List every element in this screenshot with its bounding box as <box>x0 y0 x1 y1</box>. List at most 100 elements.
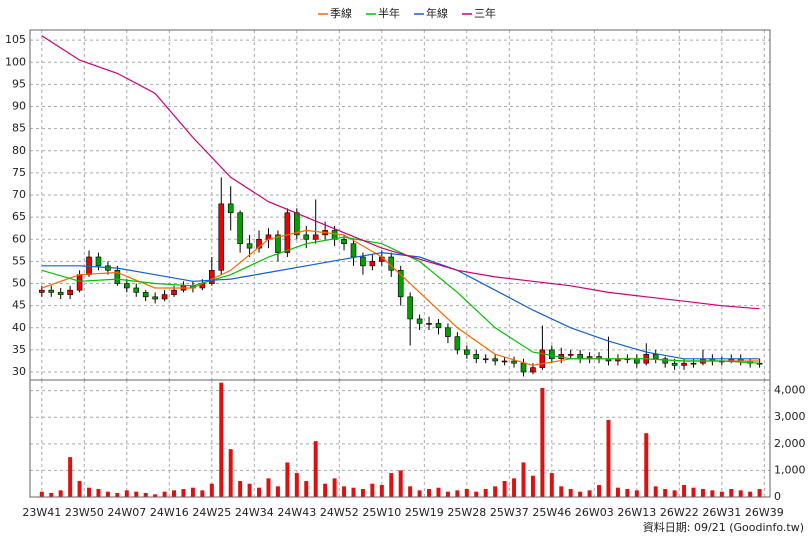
candle-body <box>67 289 73 295</box>
candle-body <box>416 318 423 324</box>
candle-body <box>133 287 140 293</box>
volume-bar <box>672 490 677 497</box>
volume-bar <box>493 486 498 497</box>
y-tick-label: 45 <box>12 299 26 312</box>
candle-body <box>539 349 546 368</box>
volume-bar <box>134 491 139 497</box>
candle-body <box>454 336 461 351</box>
legend-label: 三年 <box>474 6 496 20</box>
candle-body <box>662 358 668 364</box>
candle-body <box>256 238 262 249</box>
candle-body <box>473 354 480 360</box>
candle-body <box>312 234 319 240</box>
volume-bar <box>483 489 488 497</box>
y-tick-label: 80 <box>12 144 26 157</box>
legend-label: 年線 <box>426 6 448 20</box>
moving-average-line <box>41 35 760 310</box>
volume-bar <box>455 490 460 497</box>
volume-bar <box>559 486 564 497</box>
volume-bar <box>342 486 347 497</box>
volume-bar <box>209 483 214 497</box>
volume-bar <box>228 449 233 497</box>
y-tick-label: 90 <box>12 100 26 113</box>
volume-bar <box>398 470 403 497</box>
candle-body <box>426 323 432 325</box>
volume-bar <box>644 433 649 497</box>
candle-body <box>76 274 83 291</box>
x-tick-label: 25W37 <box>490 506 529 519</box>
volume-bar <box>379 485 384 497</box>
volume-bar <box>408 486 413 497</box>
candle-body <box>350 243 357 258</box>
candle-body <box>530 367 536 373</box>
x-tick-label: 26W31 <box>702 506 741 519</box>
x-tick-label: 23W50 <box>65 506 104 519</box>
candle-body <box>124 283 130 289</box>
volume-bar <box>68 457 73 497</box>
volume-bar <box>190 487 195 497</box>
x-tick-label: 26W22 <box>660 506 699 519</box>
x-tick-label: 24W34 <box>235 506 274 519</box>
volume-bar <box>549 473 554 497</box>
candle-body <box>549 349 555 360</box>
volume-bar <box>502 481 507 497</box>
x-tick-label: 26W39 <box>745 506 784 519</box>
candle-body <box>634 358 640 364</box>
moving-average-line <box>41 236 760 364</box>
volume-bar <box>124 490 129 497</box>
y-tick-label: 55 <box>12 254 26 267</box>
y-tick-label: 100 <box>5 55 26 68</box>
volume-bar <box>257 487 262 497</box>
moving-average-line <box>41 251 760 360</box>
y-tick-label: 3,000 <box>774 410 806 423</box>
footer: 資料日期: 09/21 (Goodinfo.tw) <box>643 520 804 534</box>
y-tick-label: 105 <box>5 33 26 46</box>
volume-bar <box>351 487 356 497</box>
volume-bar <box>719 491 724 497</box>
candle-body <box>464 349 470 355</box>
y-tick-label: 50 <box>12 277 26 290</box>
candle-body <box>95 256 102 267</box>
y-tick-label: 70 <box>12 188 26 201</box>
volume-bar <box>105 491 110 497</box>
x-tick-label: 24W43 <box>277 506 316 519</box>
candle-body <box>652 354 659 360</box>
volume-bar <box>275 486 280 497</box>
volume-bar <box>738 490 743 497</box>
candle-body <box>445 327 451 337</box>
candle-body <box>681 362 687 366</box>
candle-body <box>152 296 158 300</box>
candle-body <box>341 238 347 245</box>
volume-bar <box>587 490 592 497</box>
volume-bar <box>464 489 469 497</box>
candle-body <box>142 292 149 298</box>
candle-body <box>482 358 489 361</box>
volume-bar <box>512 478 517 497</box>
volume-bar <box>162 491 167 497</box>
y-tick-label: 40 <box>12 321 26 334</box>
volume-bar <box>304 481 309 497</box>
volume-bar <box>370 483 375 497</box>
x-tick-label: 24W52 <box>320 506 359 519</box>
x-tick-label: 24W16 <box>150 506 189 519</box>
volume-bar <box>427 489 432 497</box>
candle-body <box>435 323 442 329</box>
volume-bar <box>625 489 630 497</box>
y-tick-label: 0 <box>774 490 781 503</box>
volume-bar <box>285 462 290 497</box>
volume-bar <box>58 490 63 497</box>
x-tick-label: 25W10 <box>362 506 401 519</box>
x-tick-label: 25W46 <box>532 506 571 519</box>
volume-bar <box>238 481 243 497</box>
volume-bar <box>200 490 205 497</box>
volume-bar <box>691 487 696 497</box>
candle-body <box>246 243 253 249</box>
volume-bar <box>445 491 450 497</box>
volume-bar <box>332 478 337 497</box>
candle-body <box>284 212 291 253</box>
volume-bar <box>360 489 365 497</box>
volume-bar <box>578 491 583 497</box>
volume-bar <box>436 487 441 497</box>
candle-body <box>237 212 243 245</box>
